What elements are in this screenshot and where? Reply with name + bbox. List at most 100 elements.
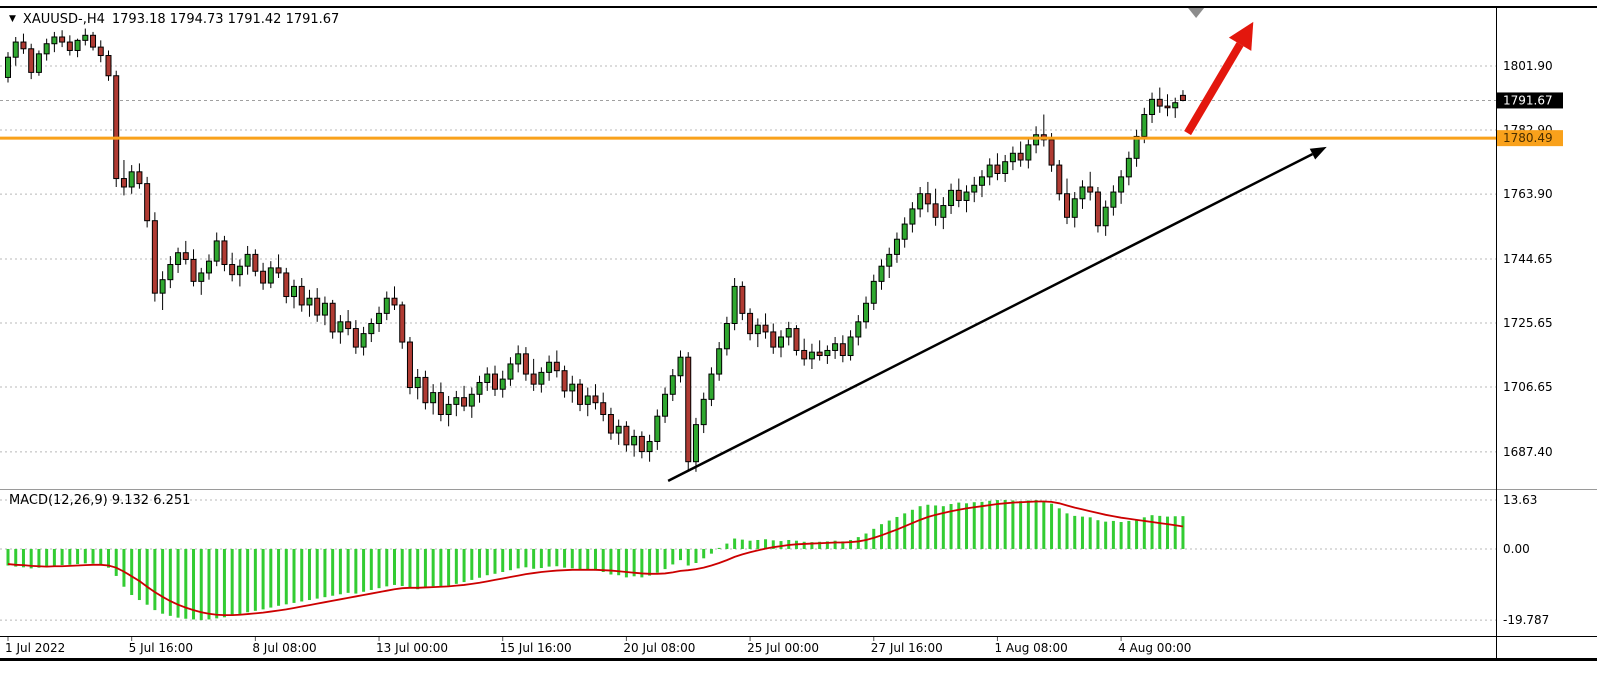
macd-histogram-bar [849, 539, 853, 549]
macd-histogram-bar [1026, 500, 1030, 549]
macd-histogram-bar [1158, 515, 1162, 549]
candle [893, 238, 900, 255]
bullish-arrow[interactable] [1184, 42, 1244, 136]
candle [414, 376, 421, 389]
candle [468, 393, 475, 407]
macd-histogram-bar [663, 548, 667, 570]
macd-histogram-bar [184, 548, 188, 619]
price-axis-label: 1744.65 [1503, 252, 1553, 266]
macd-histogram-bar [949, 504, 953, 549]
candle [716, 348, 723, 375]
macd-histogram-bar [400, 548, 404, 587]
macd-histogram-bar [1042, 500, 1046, 549]
candle [978, 176, 985, 186]
macd-histogram-bar [362, 548, 366, 592]
candle [244, 253, 251, 267]
macd-histogram-bar [284, 548, 288, 605]
time-axis-label: 20 Jul 08:00 [623, 641, 695, 655]
macd-histogram-bar [416, 548, 420, 590]
macd-histogram-bar [485, 548, 489, 576]
candle [530, 373, 537, 385]
candle [700, 398, 707, 426]
candle [762, 324, 769, 333]
macd-histogram-bar [1096, 520, 1100, 549]
trendline-arrow[interactable] [667, 152, 1314, 483]
bullish-arrow-head[interactable] [1228, 21, 1254, 51]
candle [685, 356, 692, 463]
ohlc-readout: 1793.18 1794.73 1791.42 1791.67 [111, 12, 340, 27]
candle [816, 351, 823, 357]
macd-histogram-bar [841, 541, 845, 549]
symbol-collapse-icon[interactable]: ▼ [9, 14, 16, 24]
macd-histogram-bar [624, 548, 628, 578]
macd-histogram-bar [199, 548, 203, 621]
candle [948, 189, 955, 207]
candle [1087, 186, 1094, 193]
macd-histogram-bar [1127, 520, 1131, 549]
macd-histogram-bar [748, 540, 752, 549]
candle [1179, 94, 1186, 101]
macd-histogram-bar [269, 548, 273, 608]
candle [59, 36, 66, 43]
time-axis-label: 4 Aug 00:00 [1118, 641, 1191, 655]
macd-histogram-bar [114, 548, 118, 576]
scroll-to-end-marker-icon[interactable] [1188, 8, 1205, 18]
chart-header: ▼ XAUUSD-,H4 1793.18 1794.73 1791.42 179… [9, 12, 339, 27]
candle [654, 415, 661, 442]
candle [801, 349, 808, 360]
macd-histogram-bar [879, 524, 883, 549]
macd-histogram-bar [934, 505, 938, 549]
horizontal-line-object[interactable] [0, 136, 1496, 140]
trendline-arrow-head[interactable] [1309, 146, 1327, 160]
candle [105, 55, 112, 77]
candle [321, 302, 328, 316]
macd-histogram-bar [501, 548, 505, 572]
macd-histogram-bar [369, 548, 373, 590]
macd-histogram-bar [447, 548, 451, 586]
symbol-timeframe-label: XAUUSD-,H4 [22, 12, 105, 27]
macd-histogram-bar [1011, 500, 1015, 549]
macd-histogram-bar [586, 548, 590, 570]
macd-histogram-bar [1003, 499, 1007, 549]
macd-histogram-bar [168, 548, 172, 616]
macd-histogram-bar [655, 548, 659, 573]
candle [128, 171, 135, 188]
candle [808, 351, 815, 360]
candle [1125, 157, 1132, 178]
macd-histogram-bar [1119, 522, 1123, 549]
macd-signal-line [7, 500, 1184, 617]
macd-histogram-bar [431, 548, 435, 587]
macd-histogram-bar [725, 543, 729, 549]
candle [847, 336, 854, 357]
candle [631, 435, 638, 446]
macd-histogram-bar [99, 548, 103, 565]
macd-histogram-bar [307, 548, 311, 601]
candle [607, 414, 614, 434]
candle [561, 370, 568, 392]
price-axis-label: 1725.65 [1503, 316, 1553, 330]
macd-histogram-bar [83, 548, 87, 564]
macd-histogram-bar [926, 504, 930, 549]
macd-histogram-bar [810, 542, 814, 549]
candle [623, 425, 630, 446]
candle [1009, 152, 1016, 163]
candle [692, 424, 699, 463]
macd-histogram-bar [601, 548, 605, 572]
macd-histogram-bar [393, 548, 396, 585]
macd-histogram-bar [385, 548, 389, 587]
candle [677, 356, 684, 377]
candle [1094, 191, 1101, 227]
macd-histogram-bar [122, 548, 126, 587]
macd-histogram-bar [1135, 519, 1139, 549]
candle [360, 333, 367, 348]
candle [391, 297, 398, 306]
candle [291, 285, 298, 298]
candle [12, 41, 19, 58]
macd-histogram-bar [323, 548, 327, 598]
candle [221, 240, 228, 266]
candle [136, 171, 143, 185]
macd-histogram-bar [632, 548, 636, 577]
macd-histogram-bar [253, 548, 257, 611]
macd-histogram-bar [679, 548, 683, 561]
